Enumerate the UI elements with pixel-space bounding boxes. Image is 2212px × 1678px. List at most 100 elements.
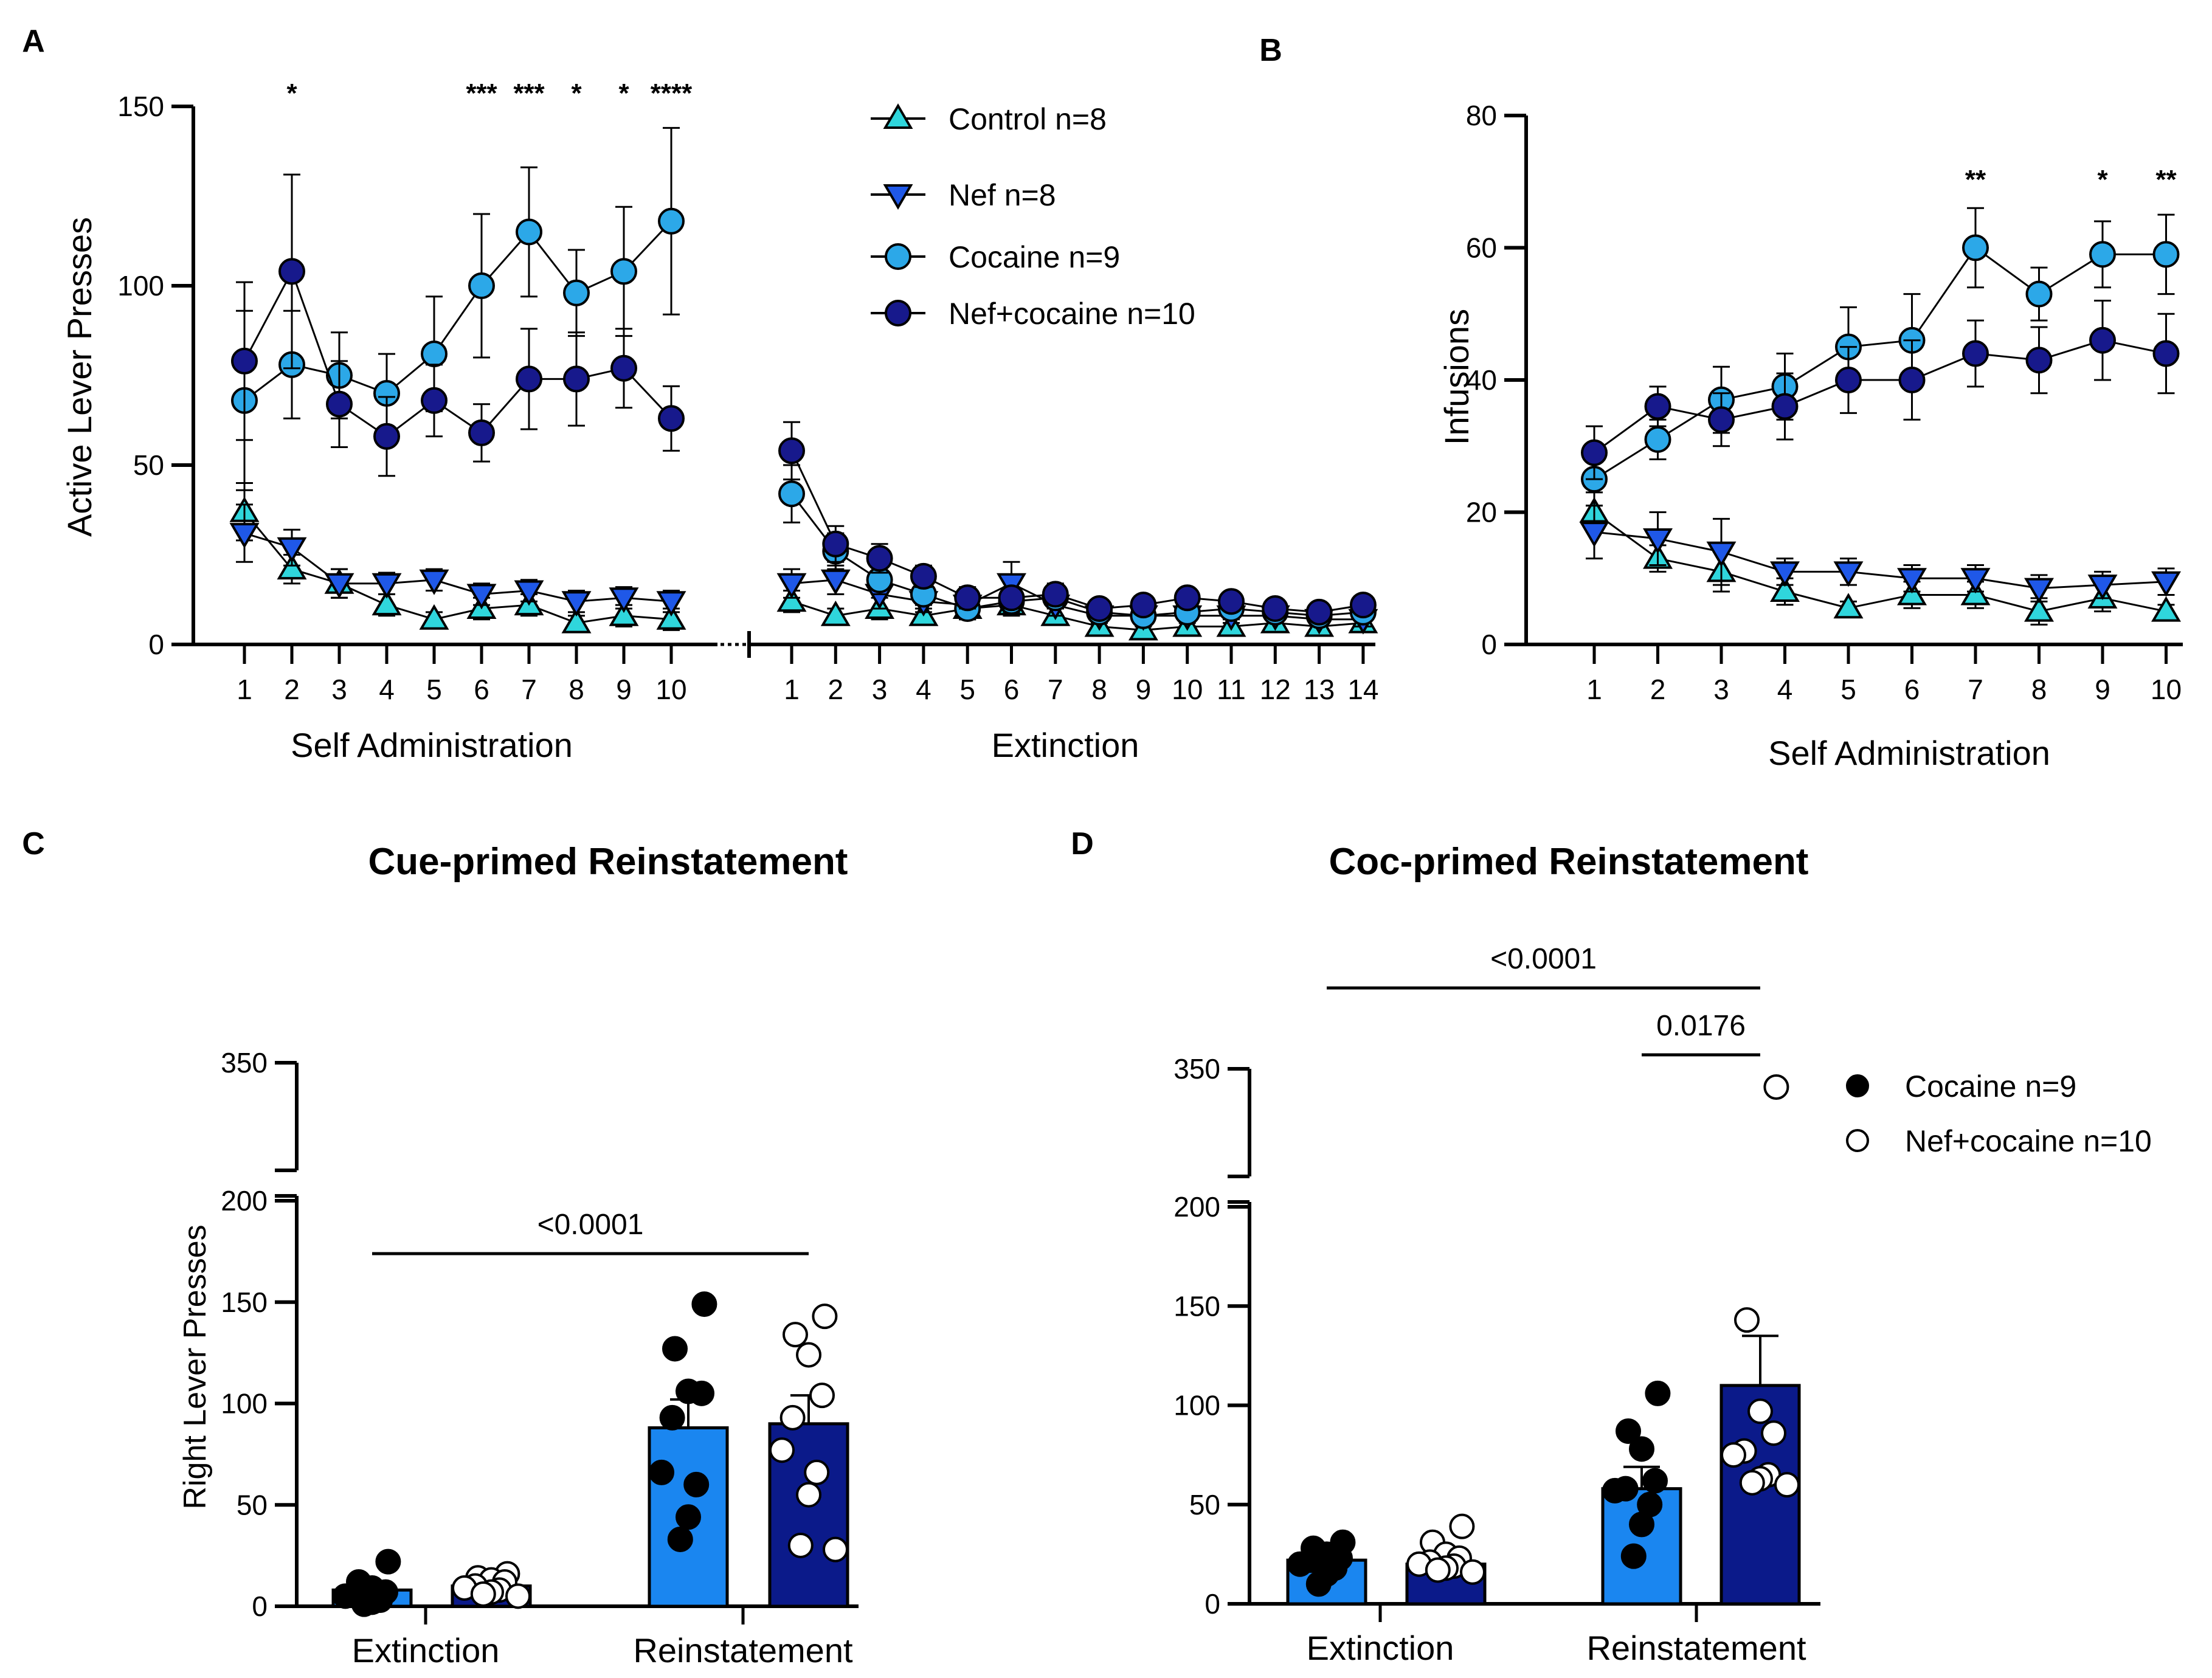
data-point	[278, 258, 305, 285]
data-point	[809, 1383, 835, 1409]
comparison-p-value: <0.0001	[1490, 943, 1597, 975]
data-point	[1774, 1472, 1800, 1498]
data-point	[1086, 595, 1113, 622]
x-category-label: Reinstatement	[633, 1631, 853, 1669]
y-tick-label: 20	[1466, 497, 1497, 528]
series-nefcocaine	[1581, 300, 2180, 480]
series-cocaine	[1581, 207, 2180, 507]
data-point	[1602, 1477, 1628, 1504]
data-point	[2152, 241, 2180, 268]
x-tick-label: 2	[284, 674, 300, 705]
data-point	[1130, 592, 1157, 619]
y-tick-label: 0	[1481, 629, 1497, 660]
series-line-sa	[244, 220, 672, 401]
legend-item-nefcocaine: Nef+cocaine n=10	[871, 297, 1195, 331]
x-tick-label: 6	[474, 674, 489, 705]
series-cocaine	[231, 126, 1377, 629]
data-point	[609, 600, 639, 626]
data-point	[776, 586, 807, 612]
y-tick-label: 100	[221, 1388, 268, 1420]
legend-marker	[883, 184, 913, 210]
data-point	[419, 569, 449, 595]
legend-label: Nef+cocaine n=10	[1905, 1124, 2152, 1158]
x-tick-label: 7	[521, 674, 537, 705]
data-point	[1620, 1543, 1647, 1569]
x-tick-label: 4	[379, 674, 395, 705]
data-point	[823, 1536, 848, 1562]
legend-label: Control n=8	[949, 102, 1107, 136]
significance-mark: *	[618, 78, 629, 108]
data-point	[372, 590, 402, 616]
y-axis-title: Infusions	[1437, 309, 1476, 445]
y-axis-title: Right Lever Presses	[178, 1224, 213, 1509]
x-tick-label: 2	[828, 674, 844, 705]
legend-label: Nef+cocaine n=10	[949, 297, 1195, 331]
data-point	[1616, 1418, 1641, 1444]
legend: Cocaine n=9 Nef+cocaine n=10	[1846, 1069, 2152, 1158]
data-point	[466, 584, 497, 610]
data-point	[1643, 528, 1673, 554]
data-point	[656, 591, 686, 617]
legend: Control n=8 Nef n=8 Cocaine n=9 Nef+cocaine…	[871, 102, 1195, 331]
data-point	[421, 340, 448, 368]
y-tick-label: 50	[237, 1489, 268, 1521]
data-point	[1835, 367, 1862, 393]
x-tick-label: 11	[1217, 674, 1246, 705]
x-tick-label: 5	[426, 674, 442, 705]
significance-mark: *	[286, 78, 297, 108]
data-point	[373, 423, 400, 450]
data-point	[563, 365, 590, 393]
series-nef	[229, 503, 1378, 635]
y-tick-label-upper: 350	[221, 1047, 268, 1079]
data-point	[1770, 561, 1800, 587]
significance-mark: ****	[651, 78, 693, 108]
x-tick-label: 8	[2031, 674, 2047, 705]
data-point	[1629, 1511, 1654, 1538]
data-point	[514, 580, 544, 606]
data-point	[1644, 426, 1671, 453]
data-point	[561, 591, 592, 617]
data-point	[468, 419, 495, 446]
data-point	[421, 387, 448, 414]
x-tick-label: 7	[1968, 674, 1983, 705]
data-point	[1770, 576, 1800, 602]
data-point	[1706, 541, 1737, 567]
data-point	[689, 1380, 714, 1406]
data-point	[778, 480, 805, 508]
data-point	[804, 1459, 830, 1485]
data-point	[375, 1549, 401, 1575]
data-point	[1305, 1571, 1332, 1597]
x-tick-label: 4	[916, 674, 931, 705]
data-point	[231, 347, 258, 375]
data-point	[769, 1437, 795, 1463]
data-point	[691, 1291, 717, 1317]
legend-item-filled: Cocaine n=9	[1846, 1069, 2076, 1103]
data-point	[2151, 596, 2181, 622]
chart-title: Cue-primed Reinstatement	[368, 841, 848, 883]
y-tick-label: 50	[1189, 1489, 1220, 1521]
series-line	[1594, 531, 2166, 590]
data-point	[326, 390, 353, 418]
data-point	[1960, 568, 1991, 594]
data-point	[820, 600, 851, 626]
data-point	[372, 573, 402, 599]
legend-marker	[1846, 1129, 1869, 1152]
y-tick-label: 0	[252, 1590, 268, 1622]
data-point	[796, 1342, 821, 1368]
x-tick-label: 8	[1091, 674, 1107, 705]
data-point	[561, 607, 592, 634]
data-point	[2024, 578, 2054, 604]
x-tick-label: 8	[569, 674, 584, 705]
data-point	[324, 573, 354, 599]
data-point	[1771, 393, 1799, 420]
data-point	[998, 584, 1025, 612]
data-point	[2089, 241, 2116, 268]
legend-marker	[1846, 1074, 1869, 1097]
data-point	[667, 1526, 693, 1552]
significance-mark: ***	[466, 78, 497, 108]
data-point	[277, 554, 307, 580]
legend-label: Cocaine n=9	[1905, 1069, 2076, 1103]
data-point	[563, 279, 590, 306]
x-tick-label: 3	[872, 674, 888, 705]
y-tick-label: 100	[117, 270, 164, 302]
